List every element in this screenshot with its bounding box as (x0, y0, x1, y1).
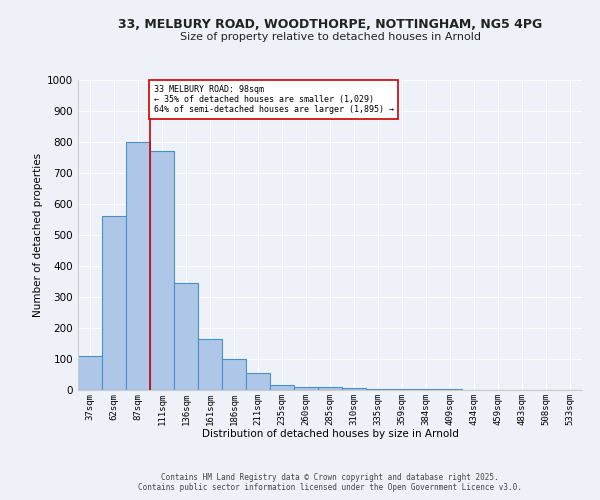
Bar (246, 373, 270, 390)
Bar (294, 387, 318, 390)
Text: 33, MELBURY ROAD, WOODTHORPE, NOTTINGHAM, NG5 4PG: 33, MELBURY ROAD, WOODTHORPE, NOTTINGHAM… (118, 18, 542, 30)
X-axis label: Distribution of detached houses by size in Arnold: Distribution of detached houses by size … (202, 429, 458, 439)
Bar (78, 356, 102, 390)
Bar (270, 386, 294, 390)
Bar (150, 152, 174, 390)
Bar (102, 216, 126, 390)
Bar (174, 283, 198, 390)
Text: 33 MELBURY ROAD: 98sqm
← 35% of detached houses are smaller (1,029)
64% of semi-: 33 MELBURY ROAD: 98sqm ← 35% of detached… (154, 84, 394, 114)
Bar (318, 387, 342, 390)
Bar (126, 142, 150, 390)
Text: Size of property relative to detached houses in Arnold: Size of property relative to detached ho… (179, 32, 481, 42)
Bar (342, 388, 366, 390)
Text: Contains HM Land Registry data © Crown copyright and database right 2025.
Contai: Contains HM Land Registry data © Crown c… (138, 473, 522, 492)
Bar (222, 359, 246, 390)
Y-axis label: Number of detached properties: Number of detached properties (33, 153, 43, 317)
Bar (198, 339, 222, 390)
